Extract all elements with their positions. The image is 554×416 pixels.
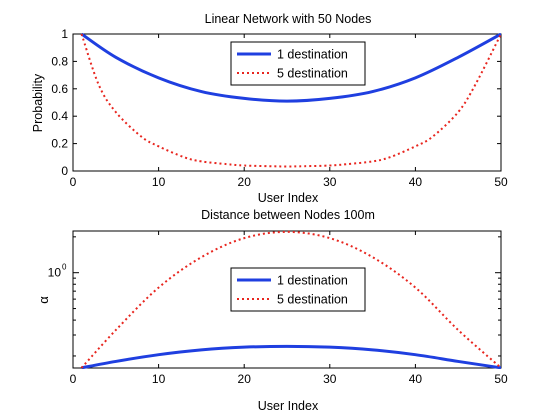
y-tick-label-base: 10 bbox=[48, 266, 62, 280]
legend-label-2: 5 destination bbox=[277, 67, 348, 81]
x-tick-label: 30 bbox=[323, 175, 337, 189]
x-tick-label: 50 bbox=[494, 175, 508, 189]
bottom-chart: Distance between Nodes 100m User Index α… bbox=[36, 208, 508, 413]
y-tick-label-exponent: 0 bbox=[62, 263, 67, 272]
x-tick-label: 50 bbox=[494, 372, 508, 386]
legend-label-2: 5 destination bbox=[277, 293, 348, 307]
y-tick-label: 0.6 bbox=[51, 82, 68, 96]
chart-title: Distance between Nodes 100m bbox=[201, 208, 375, 222]
x-tick-label: 10 bbox=[152, 372, 166, 386]
chart-title: Linear Network with 50 Nodes bbox=[205, 12, 372, 26]
y-tick-label: 0.8 bbox=[51, 54, 68, 68]
legend: 1 destination 5 destination bbox=[230, 41, 366, 86]
y-tick-label: 0.4 bbox=[51, 109, 68, 123]
x-tick-label: 20 bbox=[238, 372, 252, 386]
x-axis-label: User Index bbox=[258, 191, 319, 205]
x-tick-label: 40 bbox=[409, 372, 423, 386]
x-tick-label: 0 bbox=[70, 372, 77, 386]
y-axis-label: α bbox=[36, 296, 51, 304]
legend-box bbox=[230, 267, 366, 312]
series-line-1 bbox=[80, 33, 501, 103]
x-tick-label: 10 bbox=[152, 175, 166, 189]
legend-box bbox=[230, 41, 366, 86]
y-tick-label: 0 bbox=[61, 164, 68, 178]
plot-area: 0 10 20 30 40 50 0 0.2 0.4 0.6 0.8 1 1 destination 5 … bbox=[51, 27, 508, 189]
x-tick-label: 40 bbox=[409, 175, 423, 189]
legend-label-1: 1 destination bbox=[277, 274, 348, 288]
legend: 1 destination 5 destination bbox=[230, 267, 366, 312]
x-tick-label: 30 bbox=[323, 372, 337, 386]
y-tick-label: 1 bbox=[61, 27, 68, 41]
y-axis-label: Probability bbox=[31, 73, 45, 132]
y-tick-label: 0.2 bbox=[51, 137, 68, 151]
x-tick-label: 0 bbox=[70, 175, 77, 189]
x-tick-label: 20 bbox=[238, 175, 252, 189]
x-axis-label: User Index bbox=[258, 399, 319, 413]
legend-label-1: 1 destination bbox=[277, 48, 348, 62]
top-chart: Linear Network with 50 Nodes User Index … bbox=[31, 12, 508, 205]
series-line-1 bbox=[81, 344, 501, 369]
